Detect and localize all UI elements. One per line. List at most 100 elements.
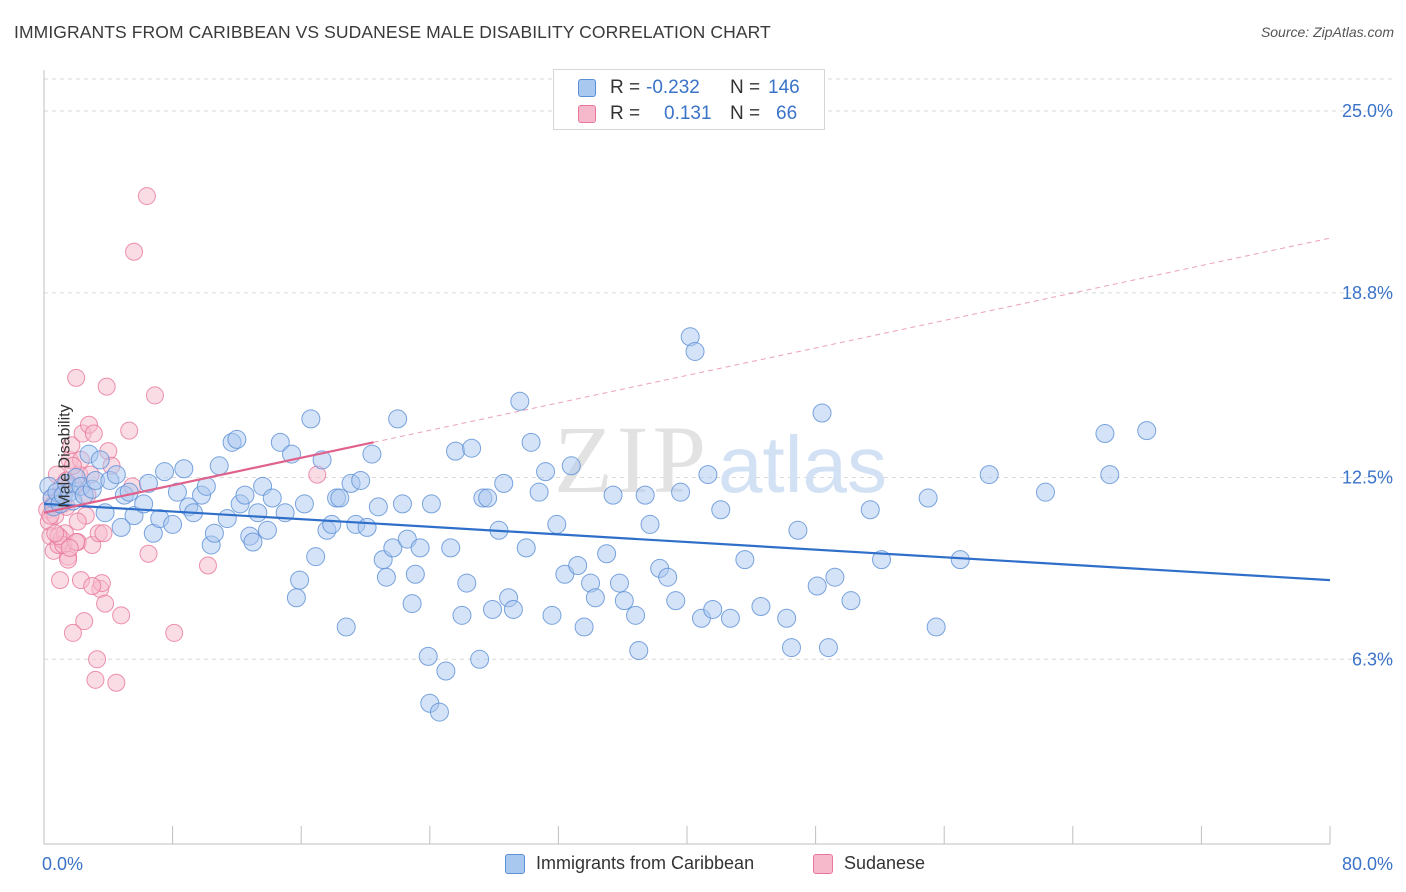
y-tick-label: 18.8% — [1342, 283, 1393, 303]
caribbean-point — [818, 638, 838, 658]
caribbean-point — [134, 494, 154, 514]
x-tick-label-min: 0.0% — [42, 854, 83, 874]
caribbean-point — [979, 465, 999, 485]
caribbean-point — [547, 514, 567, 534]
r-label: R = — [610, 77, 641, 98]
tick-labels: 6.3% 12.5% 18.8% 25.0% 0.0% 80.0% — [42, 101, 1393, 874]
caribbean-point — [290, 570, 310, 590]
caribbean-point — [503, 599, 523, 619]
sudanese-point — [83, 577, 102, 595]
caribbean-point — [1100, 465, 1120, 485]
caribbean-point — [542, 605, 562, 625]
caribbean-swatch — [578, 79, 596, 97]
sudanese-point — [94, 524, 113, 543]
caribbean-point — [666, 591, 686, 611]
caribbean-point — [436, 661, 456, 681]
legend-label-caribbean: Immigrants from Caribbean — [536, 853, 755, 873]
n-label: N = — [730, 77, 761, 98]
sudanese-point — [107, 673, 126, 692]
caribbean-point — [807, 576, 827, 596]
sudanese-point — [46, 524, 65, 543]
caribbean-point — [597, 544, 617, 564]
caribbean-point — [777, 608, 797, 628]
caribbean-point — [872, 550, 892, 570]
sudanese-point — [67, 368, 86, 387]
caribbean-point — [703, 599, 723, 619]
caribbean-point — [163, 514, 183, 534]
caribbean-point — [1095, 424, 1115, 444]
sudanese-trend-extension — [373, 237, 1331, 443]
caribbean-point — [217, 509, 237, 529]
caribbean-point — [262, 488, 282, 508]
caribbean-point — [405, 564, 425, 584]
axes — [43, 70, 1331, 845]
chart-title: IMMIGRANTS FROM CARIBBEAN VS SUDANESE MA… — [14, 22, 771, 42]
caribbean-point — [561, 456, 581, 476]
caribbean-point — [410, 538, 430, 558]
caribbean-point — [926, 617, 946, 637]
caribbean-point — [860, 500, 880, 520]
caribbean-point — [330, 488, 350, 508]
sudanese-point — [96, 594, 115, 613]
caribbean-point — [383, 538, 403, 558]
caribbean-point — [457, 573, 477, 593]
caribbean-point — [812, 403, 832, 423]
caribbean-point — [568, 555, 588, 575]
sudanese-swatch — [578, 105, 596, 123]
caribbean-point — [658, 567, 678, 587]
caribbean-point — [735, 550, 755, 570]
caribbean-point — [640, 514, 660, 534]
caribbean-point — [1035, 482, 1055, 502]
caribbean-point — [841, 591, 861, 611]
caribbean-point — [462, 438, 482, 458]
sudanese-point — [51, 571, 70, 590]
caribbean-point — [494, 473, 514, 493]
source-credit[interactable]: Source: ZipAtlas.com — [1260, 24, 1394, 40]
y-tick-label: 6.3% — [1352, 649, 1393, 669]
caribbean-point — [209, 456, 229, 476]
caribbean-point — [751, 597, 771, 617]
caribbean-point — [174, 459, 194, 479]
caribbean-point — [626, 605, 646, 625]
sudanese-trend-line — [43, 441, 374, 514]
caribbean-point — [585, 588, 605, 608]
caribbean-point — [257, 520, 277, 540]
x-tick-label-max: 80.0% — [1342, 854, 1393, 874]
n-value: 146 — [768, 77, 800, 98]
sudanese-point — [112, 606, 131, 625]
caribbean-point — [421, 494, 441, 514]
caribbean-point — [516, 538, 536, 558]
caribbean-point — [441, 538, 461, 558]
caribbean-point — [418, 646, 438, 666]
caribbean-point — [106, 465, 126, 485]
caribbean-point — [388, 409, 408, 429]
caribbean-point — [155, 462, 175, 482]
watermark-atlas: atlas — [718, 420, 887, 509]
caribbean-point — [204, 523, 224, 543]
caribbean-point — [90, 450, 110, 470]
caribbean-point — [470, 649, 490, 669]
stats-legend: R = -0.232 N = 146 R = 0.131 N = 66 — [553, 69, 825, 130]
caribbean-point — [243, 532, 263, 552]
caribbean-point — [510, 391, 530, 411]
caribbean-point — [635, 485, 655, 505]
sudanese-point — [68, 512, 87, 531]
caribbean-point — [698, 465, 718, 485]
caribbean-point — [227, 429, 247, 449]
sudanese-point — [145, 386, 164, 405]
sudanese-point — [120, 421, 139, 440]
caribbean-point — [711, 500, 731, 520]
caribbean-legend-swatch — [505, 854, 525, 874]
caribbean-point — [111, 517, 131, 537]
caribbean-point — [357, 517, 377, 537]
caribbean-point — [452, 605, 472, 625]
r-value: -0.232 — [646, 77, 700, 98]
r-value: 0.131 — [664, 103, 712, 124]
sudanese-point — [165, 623, 184, 642]
caribbean-point — [368, 497, 388, 517]
caribbean-point — [918, 488, 938, 508]
sudanese-point — [88, 650, 107, 669]
series-legend: Immigrants from Caribbean Sudanese — [0, 852, 1406, 878]
caribbean-point — [306, 547, 326, 567]
caribbean-point — [301, 409, 321, 429]
